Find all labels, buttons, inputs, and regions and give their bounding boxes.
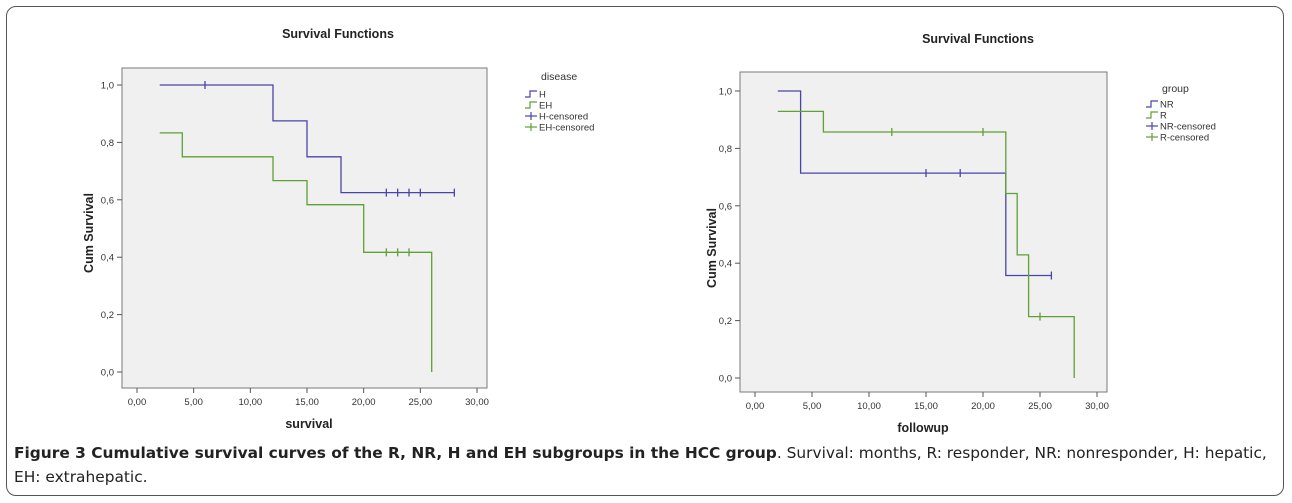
x-tick-label: 25,00 xyxy=(408,397,432,408)
x-tick-label: 30,00 xyxy=(465,397,489,408)
y-axis-label: Cum Survival xyxy=(705,208,719,288)
x-tick-label: 25,00 xyxy=(1028,401,1052,412)
y-tick-label: 0,6 xyxy=(719,201,732,212)
y-tick-label: 1,0 xyxy=(101,81,114,92)
legend-swatch xyxy=(1146,111,1158,119)
series-line-r xyxy=(777,110,1075,378)
y-tick-label: 0,0 xyxy=(101,368,114,379)
plot-area xyxy=(739,71,1108,393)
x-tick-label: 5,00 xyxy=(184,397,203,408)
legend-entry: R xyxy=(1160,111,1167,122)
legend-entry: EH-censored xyxy=(539,123,594,134)
x-axis-label: survival xyxy=(285,417,332,431)
legend-title: group xyxy=(1162,83,1189,95)
survival-chart-disease: Survival Functions 0,0 0,2 0,4 0,6 0,8 1,0 0,… xyxy=(82,27,594,431)
x-tick-label: 10,00 xyxy=(238,397,262,408)
y-tick-label: 0,0 xyxy=(719,374,732,385)
x-tick-label: 15,00 xyxy=(295,397,319,408)
legend-entry: NR-censored xyxy=(1160,122,1216,133)
series-line-h xyxy=(159,84,455,194)
x-tick-label: 5,00 xyxy=(803,401,822,412)
legend-entry: H xyxy=(539,90,546,101)
chart-title: Survival Functions xyxy=(922,32,1034,46)
figure-caption: Figure 3 Cumulative survival curves of t… xyxy=(14,441,1276,489)
x-axis-label: followup xyxy=(897,421,949,435)
x-tick-label: 0,00 xyxy=(746,401,765,412)
caption-text: . Survival: months, R: responder, NR: no… xyxy=(14,444,1267,486)
legend-swatch xyxy=(525,101,537,109)
legend-entry: NR xyxy=(1160,100,1174,111)
legend-entry: EH xyxy=(539,101,552,112)
figure-frame xyxy=(6,6,1284,496)
x-tick-label: 15,00 xyxy=(914,401,938,412)
x-tick-label: 20,00 xyxy=(971,401,995,412)
chart-title: Survival Functions xyxy=(282,27,394,41)
y-tick-label: 0,8 xyxy=(101,138,114,149)
y-tick-label: 0,4 xyxy=(101,253,114,264)
survival-chart-group: Survival Functions 0,0 0,2 0,4 0,6 0,8 1,0 0,… xyxy=(705,32,1216,435)
x-tick-label: 30,00 xyxy=(1085,401,1109,412)
y-tick-label: 0,8 xyxy=(719,144,732,155)
legend-entry: R-censored xyxy=(1160,133,1209,144)
y-tick-label: 0,6 xyxy=(101,195,114,206)
caption-label: Figure 3 Cumulative survival curves of t… xyxy=(14,444,777,462)
legend-title: disease xyxy=(541,71,577,83)
y-tick-label: 0,2 xyxy=(719,316,732,327)
legend-swatch xyxy=(1146,100,1158,108)
y-axis-label: Cum Survival xyxy=(82,193,96,273)
legend-swatch xyxy=(525,90,537,98)
y-tick-label: 1,0 xyxy=(719,87,732,98)
series-line-nr xyxy=(777,90,1052,277)
legend-entry: H-censored xyxy=(539,112,588,123)
x-tick-label: 20,00 xyxy=(352,397,376,408)
x-tick-label: 0,00 xyxy=(128,397,147,408)
y-tick-label: 0,4 xyxy=(719,259,732,270)
x-tick-label: 10,00 xyxy=(857,401,881,412)
y-tick-label: 0,2 xyxy=(101,310,114,321)
